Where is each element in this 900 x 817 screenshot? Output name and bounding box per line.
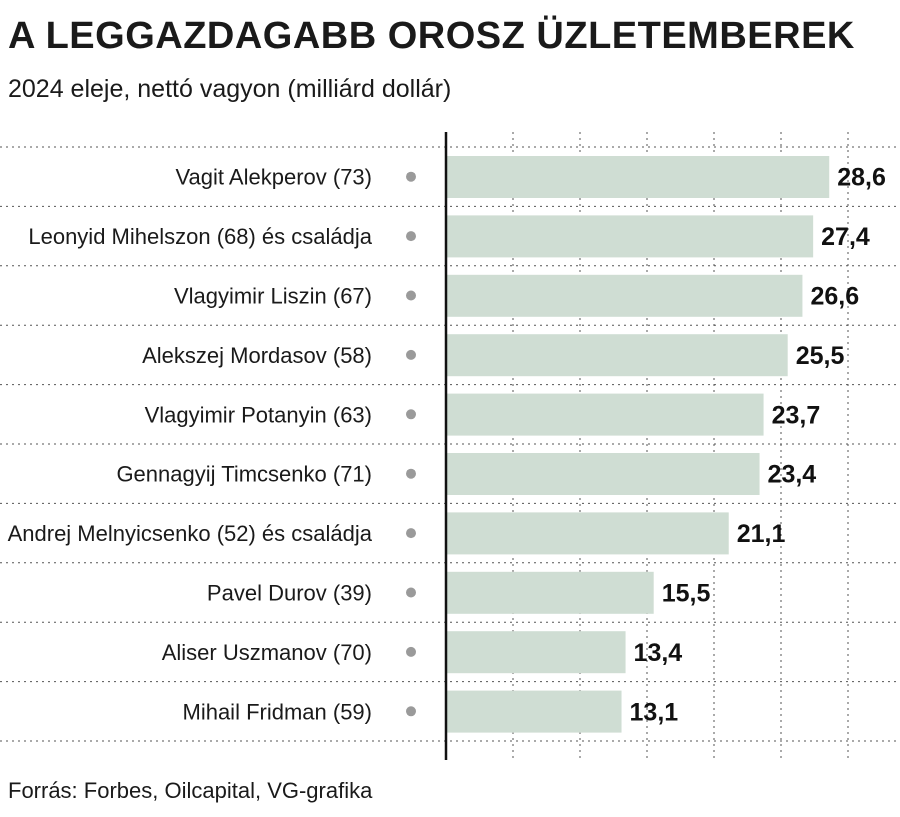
row-bullet-dot <box>406 528 416 539</box>
category-label: Aliser Uszmanov (70) <box>162 640 372 665</box>
bar <box>446 274 803 317</box>
category-label: Mihail Fridman (59) <box>183 699 373 724</box>
value-label: 21,1 <box>737 520 786 548</box>
value-label: 28,6 <box>837 164 886 192</box>
category-label: Vlagyimir Potanyin (63) <box>145 402 372 427</box>
bar <box>446 334 788 377</box>
row-bullet-dot <box>406 587 416 598</box>
bar <box>446 631 626 674</box>
category-label: Pavel Durov (39) <box>207 581 372 606</box>
row-bullet-dot <box>406 290 416 301</box>
bar <box>446 393 764 436</box>
source-note: Forrás: Forbes, Oilcapital, VG-grafika <box>8 778 373 803</box>
row-bullet-dot <box>406 349 416 360</box>
value-label: 13,4 <box>634 639 683 667</box>
row-bullet-dot <box>406 646 416 657</box>
category-label: Vagit Alekperov (73) <box>176 165 372 190</box>
chart-subtitle: 2024 eleje, nettó vagyon (milliárd dollá… <box>8 75 452 103</box>
value-label: 27,4 <box>821 223 870 251</box>
value-label: 13,1 <box>630 698 679 726</box>
category-label: Andrej Melnyicsenko (52) és családja <box>8 521 373 546</box>
row-bullet-dot <box>406 171 416 182</box>
category-label: Alekszej Mordasov (58) <box>142 343 372 368</box>
row-bullet-dot <box>406 706 416 717</box>
category-label: Leonyid Mihelszon (68) és családja <box>28 224 372 249</box>
value-label: 23,7 <box>772 401 821 429</box>
value-label: 15,5 <box>662 580 711 608</box>
category-label: Gennagyij Timcsenko (71) <box>116 462 372 487</box>
value-label: 23,4 <box>768 461 817 489</box>
category-label: Vlagyimir Liszin (67) <box>174 284 372 309</box>
row-bullet-dot <box>406 409 416 420</box>
value-label: 25,5 <box>796 342 845 370</box>
bar <box>446 156 830 198</box>
bar <box>446 690 622 733</box>
value-label: 26,6 <box>810 283 859 311</box>
chart-title: A LEGGAZDAGABB OROSZ ÜZLETEMBEREK <box>8 15 855 57</box>
bar <box>446 512 729 555</box>
bar <box>446 571 654 614</box>
row-bullet-dot <box>406 231 416 242</box>
bar <box>446 453 760 495</box>
row-bullet-dot <box>406 468 416 479</box>
bar <box>446 215 814 258</box>
